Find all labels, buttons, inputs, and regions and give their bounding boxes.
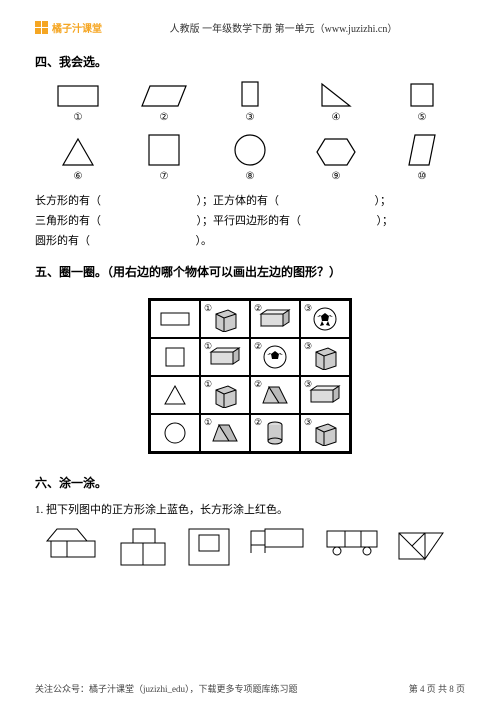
grid-cell: ③ [300, 414, 350, 452]
grid-cell-circle [150, 414, 200, 452]
grid-cell: ③ [300, 376, 350, 414]
grid-cell: ③ [300, 338, 350, 376]
shape-parallelogram: ② [134, 84, 194, 123]
grid-cell: ③ [300, 300, 350, 338]
grid-cell: ① [200, 414, 250, 452]
cylinder-icon [266, 420, 284, 446]
section6-prompt: 1. 把下列图中的正方形涂上蓝色，长方形涂上红色。 [35, 501, 465, 517]
shape-tall-rect: ③ [220, 80, 280, 123]
cube-icon [312, 420, 338, 446]
section5-grid: ① ② ③ ① ② ③ [148, 298, 352, 454]
fill-line-2: 三角形的有（ ）；平行四边形的有（ ）； [35, 212, 465, 232]
grid-cell-square [150, 338, 200, 376]
footer-left: 关注公众号：橘子汁课堂（juzizhi_edu），下载更多专项题库练习题 [35, 682, 298, 695]
soccer-icon [313, 307, 337, 331]
section4-row2: ⑥ ⑦ ⑧ ⑨ ⑩ [35, 133, 465, 182]
logo-icon [35, 21, 48, 34]
logo-text: 橘子汁课堂 [52, 20, 102, 35]
shape-blocks [119, 527, 169, 567]
fill-line-3: 圆形的有（ ）。 [35, 232, 465, 252]
section6-shapes [45, 527, 465, 567]
shape-square: ⑦ [134, 133, 194, 182]
prism-icon [261, 383, 289, 407]
cuboid-icon [259, 308, 291, 330]
shape-triangle: ⑥ [48, 137, 108, 182]
page-footer: 关注公众号：橘子汁课堂（juzizhi_edu），下载更多专项题库练习题 第 4… [35, 682, 465, 695]
grid-cell: ② [250, 376, 300, 414]
grid-cell-flat-rect [150, 300, 200, 338]
fill-line-1: 长方形的有（ ）；正方体的有（ ）； [35, 192, 465, 212]
shape-hexagon: ⑨ [306, 137, 366, 182]
section4-title: 四、我会选。 [35, 53, 465, 70]
cuboid-icon [209, 346, 241, 368]
section4-fills: 长方形的有（ ）；正方体的有（ ）； 三角形的有（ ）；平行四边形的有（ ）； … [35, 192, 465, 251]
shape-parallelogram2: ⑩ [392, 133, 452, 182]
shape-car [325, 527, 379, 557]
header-title: 人教版 一年级数学下册 第一单元（www.juzizhi.cn） [102, 20, 465, 35]
cuboid-icon [309, 384, 341, 406]
grid-cell-triangle [150, 376, 200, 414]
shape-nested [187, 527, 231, 567]
cube-icon [312, 344, 338, 370]
shape-train [249, 527, 307, 561]
grid-cell: ② [250, 414, 300, 452]
logo: 橘子汁课堂 [35, 20, 102, 35]
shape-rt-triangle: ④ [306, 82, 366, 123]
shape-tangram [397, 527, 445, 561]
grid-cell: ① [200, 338, 250, 376]
page-header: 橘子汁课堂 人教版 一年级数学下册 第一单元（www.juzizhi.cn） [35, 20, 465, 35]
grid-cell: ② [250, 338, 300, 376]
prism-icon [211, 421, 239, 445]
cube-icon [212, 382, 238, 408]
section5-title: 五、圈一圈。（用右边的哪个物体可以画出左边的图形？） [35, 263, 465, 280]
grid-cell: ② [250, 300, 300, 338]
soccer-icon [263, 345, 287, 369]
footer-right: 第 4 页 共 8 页 [409, 682, 465, 695]
section5-grid-wrap: ① ② ③ ① ② ③ [35, 290, 465, 462]
shape-house [45, 527, 101, 559]
shape-square-small: ⑤ [392, 82, 452, 123]
grid-cell: ① [200, 300, 250, 338]
section6-title: 六、涂一涂。 [35, 474, 465, 491]
shape-rect: ① [48, 84, 108, 123]
cube-icon [212, 306, 238, 332]
grid-cell: ① [200, 376, 250, 414]
section4-row1: ① ② ③ ④ ⑤ [35, 80, 465, 123]
shape-circle: ⑧ [220, 133, 280, 182]
